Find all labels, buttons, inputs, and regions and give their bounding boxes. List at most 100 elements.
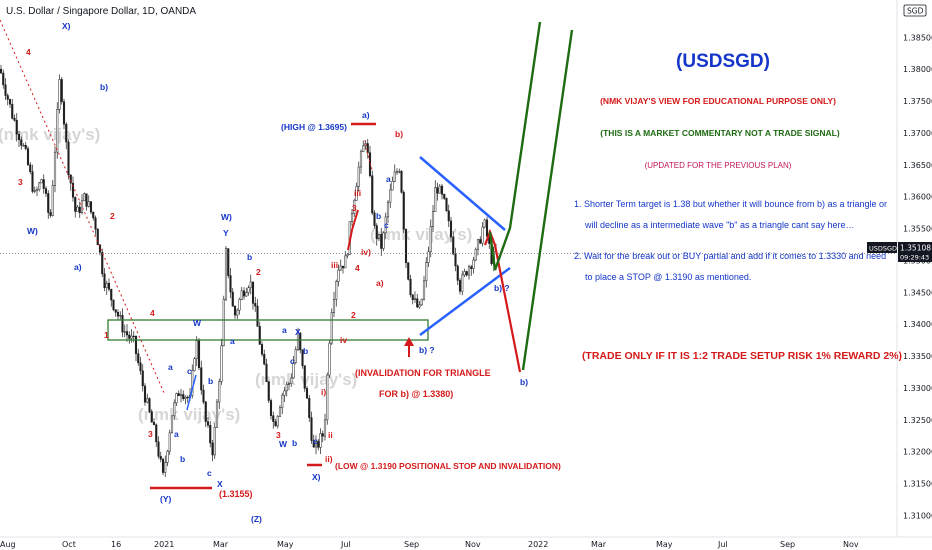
candle-body <box>150 411 153 423</box>
wave-label-3-low: 3 <box>148 429 153 439</box>
candle-body <box>431 211 435 227</box>
candle-body <box>218 381 221 403</box>
candle-body <box>159 456 162 460</box>
candle-body <box>339 265 342 271</box>
candle-body <box>429 226 432 252</box>
notes-title: (USDSGD) <box>676 51 770 72</box>
candle-body <box>193 358 196 371</box>
wave-labels: X) 4 b) 3 W) a) 2 4 1 W a a b c 3 b a c … <box>18 21 528 524</box>
candle-body <box>202 389 205 403</box>
wave-label-a-center: a <box>282 325 287 335</box>
candle-body <box>143 385 147 403</box>
candle-body <box>260 344 264 355</box>
wave-label-w-mid: W <box>193 318 202 328</box>
candle-body <box>290 377 293 384</box>
chart-title: U.S. Dollar / Singapore Dollar, 1D, OAND… <box>6 6 196 17</box>
y-tick-label: 1.37000 <box>903 129 932 138</box>
candle-body <box>222 298 225 347</box>
wave-label-b-center: b <box>303 346 308 356</box>
wave-connector-1 <box>186 374 197 411</box>
candle-body <box>152 422 156 426</box>
x-tick-label: Jul <box>340 540 351 549</box>
candle-body <box>366 143 369 153</box>
candle-body <box>197 340 201 368</box>
candle-body <box>2 72 5 86</box>
y-tick-label: 1.37500 <box>903 97 932 106</box>
wave-label-y-low: (Y) <box>160 494 172 504</box>
candle-body <box>404 228 408 263</box>
candle-body <box>148 398 151 412</box>
x-tick-label: 2022 <box>528 540 548 549</box>
candle-body <box>386 201 390 218</box>
candle-body <box>476 239 480 250</box>
x-tick-label: May <box>277 540 294 549</box>
wave-label-b-upper: b <box>247 252 252 262</box>
candle-body <box>29 164 32 172</box>
candle-body <box>74 197 77 212</box>
wave-label-b-upper2: b <box>376 211 381 221</box>
y-tick-label: 1.32500 <box>903 416 932 425</box>
candle-body <box>67 141 70 176</box>
wave-label-y-upper: Y <box>223 228 229 238</box>
x-tick-label: Oct <box>62 540 76 549</box>
candle-body <box>481 226 484 244</box>
candle-body <box>22 144 25 147</box>
x-tick-label: Aug <box>0 540 16 549</box>
candle-body <box>456 265 459 281</box>
notes-point2-line1: 2. Wait for the break out or BUY partial… <box>574 251 886 261</box>
candle-body <box>11 103 14 119</box>
candle-body <box>418 304 421 308</box>
price-tag-value: 1.35108 <box>900 244 931 253</box>
candle-body <box>40 179 43 184</box>
wave-label-2-upper: 2 <box>256 267 261 277</box>
candle-body <box>391 181 394 191</box>
notes-point1-line1: 1. Shorter Term target is 1.38 but wheth… <box>574 199 887 209</box>
candle-body <box>166 450 169 463</box>
projection-green-path-2 <box>521 29 574 371</box>
candle-body <box>398 171 401 173</box>
wave-label-a-left: a) <box>74 262 82 272</box>
candle-body <box>89 201 93 213</box>
wave-label-c-upper: c <box>384 220 389 230</box>
candle-body <box>389 189 392 203</box>
candle-body <box>184 396 187 399</box>
candle-body <box>301 349 304 366</box>
candle-body <box>447 210 450 222</box>
candle-body <box>467 266 471 276</box>
candle-body <box>341 265 345 269</box>
candle-body <box>393 171 396 182</box>
y-tick-label: 1.33000 <box>903 384 932 393</box>
candle-body <box>440 185 444 195</box>
wave-label-a-paren-low: a) <box>376 278 384 288</box>
candle-body <box>179 394 183 397</box>
candle-body <box>96 228 99 246</box>
wave-label-a-low2: a <box>174 429 179 439</box>
notes-point2-line2: to place a STOP @ 1.3190 as mentioned. <box>585 272 751 282</box>
y-tick-label: 1.36000 <box>903 193 932 202</box>
candle-body <box>254 303 257 307</box>
candle-body <box>382 232 385 249</box>
x-tick-label: Mar <box>213 540 229 549</box>
projection-red-path <box>483 228 522 373</box>
axis-badge-box <box>903 4 927 17</box>
candle-body <box>231 291 234 307</box>
candle-body <box>42 179 45 189</box>
candle-body <box>258 326 261 345</box>
candle-body <box>195 340 198 359</box>
x-tick-label: May <box>656 540 673 549</box>
candle-body <box>346 254 349 257</box>
wave-label-1-left: 1 <box>104 330 109 340</box>
wave-label-a-low: a <box>168 362 173 372</box>
candle-body <box>137 353 140 364</box>
candle-body <box>141 370 144 387</box>
wave-label-c-center2: c <box>313 436 318 446</box>
wave-label-b-top: b) <box>100 82 108 92</box>
candle-body <box>173 402 176 417</box>
candle-body <box>413 298 417 300</box>
candle-body <box>161 458 165 473</box>
candle-body <box>215 401 219 428</box>
candle-body <box>371 175 374 214</box>
wave-label-b-low: b <box>208 376 213 386</box>
candle-body <box>443 194 446 199</box>
